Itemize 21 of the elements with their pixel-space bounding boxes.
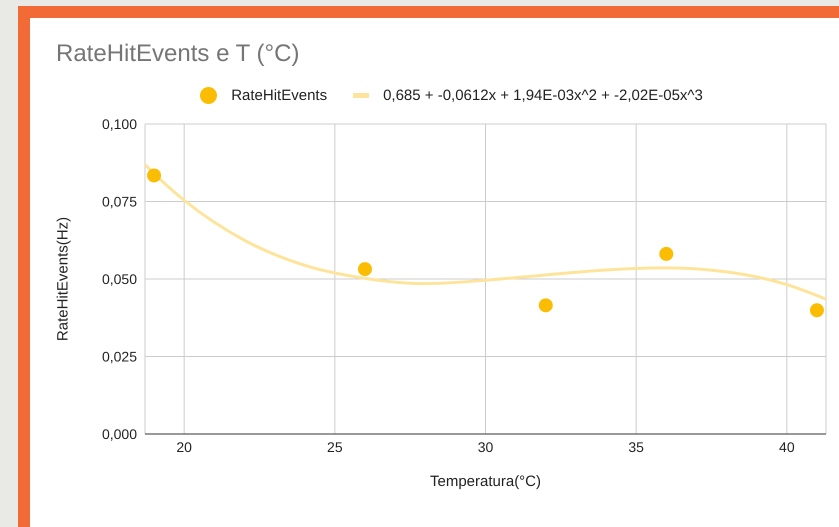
x-tick-label: 35	[628, 438, 644, 455]
point	[810, 303, 824, 318]
point	[358, 262, 372, 276]
y-tick-label: 0,025	[102, 348, 138, 364]
y-tick-label: 0,000	[102, 426, 138, 442]
legend-label: RateHitEvents	[230, 86, 328, 104]
legend-label: 0,685 + -0,0612x + 1,94E-03x^2 + -2,02E-05x^3	[382, 86, 703, 104]
point	[147, 168, 162, 182]
line-series	[145, 163, 826, 301]
x-axis-title: Temperatura(°C)	[430, 473, 542, 490]
point	[659, 246, 674, 261]
point	[538, 298, 553, 312]
y-tick-label: 0,050	[102, 270, 138, 287]
y-tick-label: 0,075	[102, 193, 138, 210]
y-tick-label: 0,100	[102, 116, 138, 132]
x-tick-label: 20	[176, 438, 192, 455]
chart-title: RateHitEvents e T (°C)	[56, 40, 300, 68]
x-tick-label: 25	[327, 438, 343, 455]
x-tick-label: 40	[779, 438, 795, 455]
x-tick-label: 30	[478, 438, 494, 455]
y-axis-title: RateHitEvents(Hz)	[54, 216, 72, 342]
